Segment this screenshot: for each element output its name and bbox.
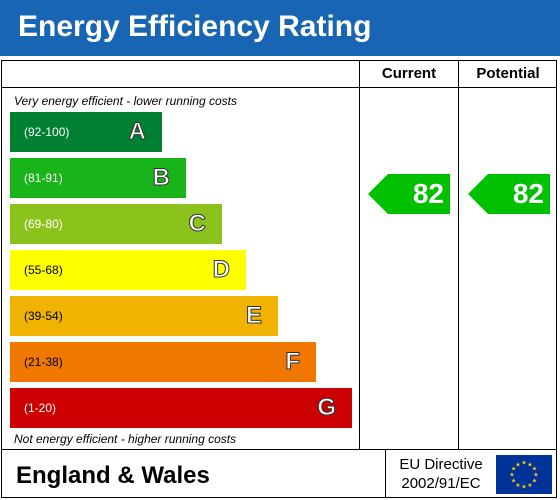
band-a: (92-100) A xyxy=(10,112,162,152)
page-title: Energy Efficiency Rating xyxy=(18,10,372,43)
band-c: (69-80) C xyxy=(10,204,222,244)
footer-bar xyxy=(1,450,557,498)
directive-line-2: 2002/91/EC xyxy=(401,475,481,492)
band-f: (21-38) F xyxy=(10,342,316,382)
band-range: (39-54) xyxy=(24,309,63,323)
eu-star-icon: ★ xyxy=(515,482,520,489)
eu-star-icon: ★ xyxy=(511,478,516,485)
band-letter: D xyxy=(212,256,230,284)
eu-directive: EU Directive 2002/91/EC xyxy=(386,455,496,493)
header-row-divider xyxy=(1,87,557,88)
column-header-current: Current xyxy=(381,65,437,82)
eu-star-icon: ★ xyxy=(527,461,532,468)
column-divider-current xyxy=(359,60,360,450)
potential-rating-value: 82 xyxy=(512,178,544,209)
eu-flag-icon: ★ ★★★★★★★★★★★ xyxy=(496,455,552,494)
rating-frame xyxy=(1,60,557,450)
band-letter: E xyxy=(245,302,262,330)
band-letter: A xyxy=(128,118,146,146)
column-header-potential: Potential xyxy=(476,65,540,82)
eu-star-icon: ★ xyxy=(532,478,537,485)
potential-rating-arrow: 82 xyxy=(468,174,550,214)
band-range: (69-80) xyxy=(24,217,63,231)
note-top: Very energy efficient - lower running co… xyxy=(14,94,237,108)
band-range: (81-91) xyxy=(24,171,63,185)
current-rating-arrow: 82 xyxy=(368,174,450,214)
band-letter: B xyxy=(152,164,170,192)
column-divider-potential xyxy=(458,60,459,450)
band-d: (55-68) D xyxy=(10,250,246,290)
band-range: (1-20) xyxy=(24,401,57,415)
band-range: (21-38) xyxy=(24,355,63,369)
eu-star-icon: ★ xyxy=(527,482,532,489)
eu-star-icon: ★ xyxy=(532,466,537,473)
band-letter: C xyxy=(188,210,206,238)
eu-star-icon: ★ xyxy=(521,484,526,491)
band-range: (92-100) xyxy=(24,125,70,139)
header-bar: Energy Efficiency Rating xyxy=(0,0,560,56)
eu-star-icon: ★ xyxy=(533,472,538,479)
band-b: (81-91) B xyxy=(10,158,186,198)
current-rating-value: 82 xyxy=(412,178,444,209)
eu-star-icon: ★ xyxy=(509,472,514,479)
band-range: (55-68) xyxy=(24,263,63,277)
footer-divider xyxy=(385,450,386,498)
eu-star-icon: ★ xyxy=(511,466,516,473)
band-letter: G xyxy=(317,394,337,422)
note-bottom: Not energy efficient - higher running co… xyxy=(14,432,237,446)
directive-line-1: EU Directive xyxy=(399,456,483,473)
eu-star-icon: ★ xyxy=(515,461,520,468)
eu-star-icon: ★ xyxy=(521,460,526,467)
band-letter: F xyxy=(285,348,301,376)
region-label: England & Wales xyxy=(16,462,210,489)
band-g: (1-20) G xyxy=(10,388,352,428)
band-e: (39-54) E xyxy=(10,296,278,336)
